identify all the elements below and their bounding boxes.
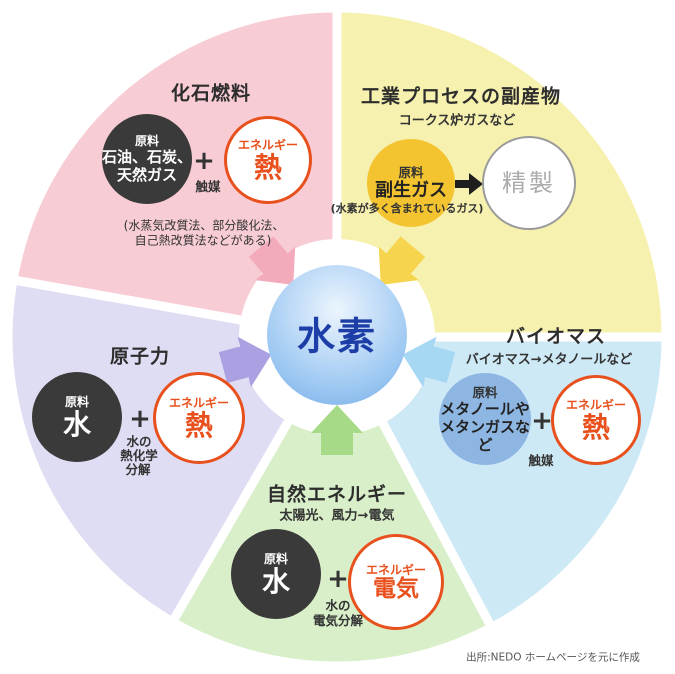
- nuclear-material-circle: 原料 水: [32, 372, 122, 462]
- hydrogen-sphere: [267, 265, 407, 405]
- biomass-plus-sign: +: [531, 406, 553, 436]
- nuclear-inward-arrow-icon: [218, 336, 272, 387]
- biomass-energy-value: 熱: [581, 410, 610, 444]
- nuclear-material-label: 原料: [64, 395, 89, 410]
- biomass-energy-label: エネルギー: [565, 398, 626, 413]
- natural-energy-circle: エネルギー 電気: [348, 534, 444, 630]
- industrial-refine-circle: 精製: [482, 136, 576, 230]
- biomass-material-line1: メタノールや: [440, 399, 530, 418]
- nuclear-process-line1: 水の: [126, 433, 152, 449]
- natural-plus-sign: +: [327, 564, 349, 594]
- fossil-inward-arrow-icon: [248, 236, 296, 285]
- biomass-material-line2: メタンガスなど: [439, 417, 530, 454]
- natural-material-value: 水: [261, 564, 290, 598]
- industrial-right-arrow-icon: [455, 173, 483, 195]
- fossil-note-line1: (水蒸気改質法、部分酸化法、: [123, 218, 285, 233]
- natural-process-line2: 電気分解: [312, 612, 364, 628]
- nuclear-title: 原子力: [109, 345, 171, 368]
- natural-material-label: 原料: [263, 552, 288, 567]
- natural-inward-arrow-icon: [311, 405, 363, 455]
- nuclear-process-line3: 分解: [125, 461, 151, 477]
- nuclear-energy-label: エネルギー: [168, 396, 229, 411]
- fossil-material-circle: 原料 石油、石炭、 天然ガス: [102, 114, 192, 204]
- industrial-material-label: 原料: [398, 164, 424, 180]
- fossil-energy-value: 熱: [253, 150, 282, 184]
- natural-energy-label: エネルギー: [365, 562, 426, 577]
- industrial-material-note: (水素が多く含まれているガス): [330, 202, 484, 215]
- fossil-material-line2: 天然ガス: [116, 166, 177, 185]
- fossil-energy-circle: エネルギー 熱: [224, 116, 312, 204]
- fossil-material-label: 原料: [134, 133, 159, 148]
- industrial-title: 工業プロセスの副産物: [360, 85, 562, 108]
- fossil-plus-sign: +: [193, 146, 215, 176]
- biomass-title: バイオマス: [505, 325, 607, 348]
- biomass-material-label: 原料: [472, 384, 498, 400]
- nuclear-process-line2: 熱化学: [120, 447, 158, 463]
- nuclear-energy-circle: エネルギー 熱: [153, 372, 245, 464]
- natural-subtitle: 太陽光、風力→電気: [279, 508, 395, 524]
- industrial-material-circle: 原料 副生ガス: [367, 139, 455, 227]
- nuclear-plus-sign: +: [129, 404, 151, 434]
- fossil-title: 化石燃料: [170, 82, 252, 105]
- hydrogen-label: 水素: [296, 314, 378, 359]
- biomass-energy-circle: エネルギー 熱: [551, 375, 641, 465]
- biomass-inward-arrow-icon: [402, 336, 456, 387]
- industrial-refine-label: 精製: [502, 168, 556, 197]
- fossil-note-line2: 自己熱改質法などがある): [134, 233, 272, 248]
- natural-material-circle: 原料 水: [231, 529, 321, 619]
- fossil-material-line1: 石油、石炭、: [102, 148, 193, 167]
- nuclear-energy-value: 熱: [184, 408, 213, 442]
- industrial-subtitle: コークス炉ガスなど: [398, 113, 516, 129]
- fossil-energy-label: エネルギー: [237, 138, 298, 153]
- nuclear-material-value: 水: [62, 407, 91, 441]
- fossil-catalyst-label: 触媒: [195, 178, 221, 194]
- natural-title: 自然エネルギー: [266, 483, 408, 506]
- biomass-subtitle: バイオマス→メタノールなど: [465, 352, 633, 368]
- biomass-material-circle: 原料 メタノールや メタンガスなど: [439, 373, 531, 465]
- natural-process-line1: 水の: [325, 597, 351, 613]
- source-attribution: 出所:NEDO ホームページを元に作成: [466, 651, 640, 664]
- industrial-inward-arrow-icon: [378, 236, 426, 285]
- biomass-catalyst-label: 触媒: [528, 452, 554, 468]
- industrial-material-value: 副生ガス: [375, 179, 447, 201]
- natural-energy-value: 電気: [373, 576, 419, 603]
